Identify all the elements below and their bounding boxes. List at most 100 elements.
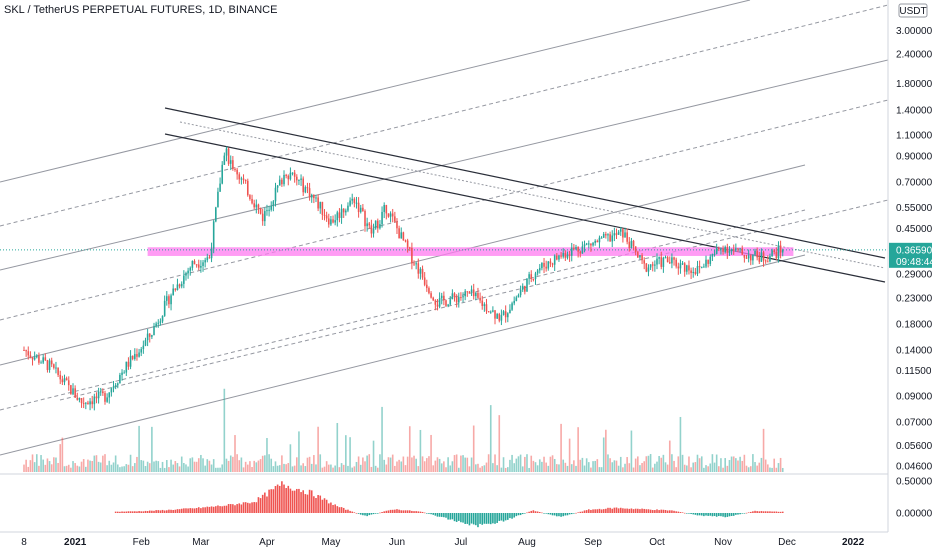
volume-bar	[656, 461, 658, 472]
time-axis[interactable]: 8 2021 Feb Mar Apr May Jun Jul Aug Sep Oct Nov Dec 20…	[21, 537, 864, 548]
candle-body	[102, 391, 104, 394]
oscillator-bar	[436, 513, 439, 517]
oscillator-bar	[310, 490, 313, 513]
oscillator-bar	[609, 507, 611, 513]
candle-body	[238, 174, 241, 180]
candle-body	[515, 297, 518, 301]
oscillator-axis[interactable]: 0.50000 0.00000	[896, 477, 932, 520]
candle-body	[95, 396, 98, 399]
volume-bar	[313, 455, 315, 472]
oscillator-bar	[700, 513, 703, 516]
volume-bar	[319, 454, 322, 472]
oscillator-bar	[366, 513, 368, 517]
candle-body	[445, 300, 447, 306]
candle-body	[253, 203, 255, 208]
volume-bar	[637, 456, 639, 472]
volume-bar	[487, 454, 490, 472]
volume-bar	[119, 467, 121, 472]
candle-body	[683, 263, 686, 272]
candle-body	[711, 254, 714, 257]
volume-bar	[391, 454, 394, 472]
oscillator-bar	[153, 510, 155, 513]
oscillator-bar	[400, 510, 403, 513]
volume-bar	[210, 464, 213, 472]
candle-body	[534, 273, 537, 280]
currency-badge[interactable]: USDT	[898, 3, 928, 18]
volume-bar	[153, 461, 155, 472]
volume-bar	[110, 464, 113, 472]
oscillator-bar	[140, 511, 143, 513]
trendline	[0, 209, 806, 411]
candle-body	[504, 311, 507, 318]
oscillator-bar	[472, 513, 475, 525]
candle-body	[513, 300, 515, 304]
volume-bar	[400, 461, 403, 472]
oscillator-bar	[428, 513, 430, 514]
candle-body	[579, 251, 582, 254]
oscillator-bar	[775, 511, 778, 513]
candle-body	[696, 266, 699, 274]
volume-bar	[353, 466, 356, 472]
trendline	[164, 107, 886, 259]
oscillator-bar	[730, 513, 733, 516]
volume-bar	[630, 430, 633, 472]
candle-body	[342, 208, 345, 213]
candle-body	[656, 258, 658, 265]
candle-body	[136, 354, 138, 357]
candle-body	[125, 361, 128, 373]
oscillator-bar	[545, 513, 547, 514]
volume-bar	[253, 460, 255, 472]
candle-body	[270, 206, 273, 210]
volume-bar	[251, 467, 253, 472]
candle-body	[236, 169, 238, 175]
oscillator-bar	[752, 511, 754, 513]
candle-body	[255, 204, 258, 208]
candle-body	[541, 262, 543, 269]
volume-bar	[180, 456, 183, 472]
candle-body	[496, 314, 498, 319]
candle-body	[524, 285, 526, 292]
volume-bar	[592, 461, 594, 472]
oscillator-bar	[129, 511, 132, 513]
volume-bar	[519, 454, 522, 472]
candle-body	[487, 311, 490, 313]
time-tick-label: Mar	[192, 537, 210, 548]
volume-bar	[781, 467, 784, 472]
candle-body	[57, 367, 59, 375]
volume-bar	[758, 462, 761, 472]
volume-bar	[664, 462, 667, 472]
time-tick-label: Sep	[584, 537, 602, 548]
volume-bar	[310, 463, 313, 472]
oscillator-bar	[298, 488, 300, 513]
candle-body	[457, 297, 460, 303]
candle-body	[202, 262, 204, 266]
candle-body	[645, 263, 648, 272]
oscillator-bar	[251, 502, 253, 513]
volume-bar	[394, 465, 396, 472]
candle-body	[163, 300, 166, 316]
last-price-label: 0.36590	[896, 245, 932, 256]
volume-bar	[507, 467, 509, 472]
volume-bar	[462, 455, 464, 472]
candle-body	[161, 315, 164, 322]
candle-body	[553, 255, 556, 265]
candle-body	[67, 380, 70, 386]
price-axis[interactable]: 3.00000 2.40000 1.80000 1.40000 1.10000 0.900…	[896, 26, 932, 473]
candle-body	[351, 198, 354, 201]
volume-bar	[315, 464, 317, 472]
candle-body	[641, 255, 643, 261]
volume-bar	[293, 465, 296, 472]
candle-body	[624, 232, 626, 238]
candle-body	[313, 194, 315, 199]
volume-bar	[300, 465, 302, 472]
oscillator-bar	[170, 509, 172, 513]
candle-body	[276, 185, 279, 188]
volume-bar	[57, 462, 59, 472]
candle-body	[717, 248, 720, 250]
volume-bar	[44, 464, 47, 472]
candle-body	[46, 360, 49, 370]
oscillator-bar	[116, 511, 119, 513]
volume-bar	[140, 460, 143, 472]
candle-body	[146, 333, 149, 341]
candle-body	[308, 188, 311, 198]
